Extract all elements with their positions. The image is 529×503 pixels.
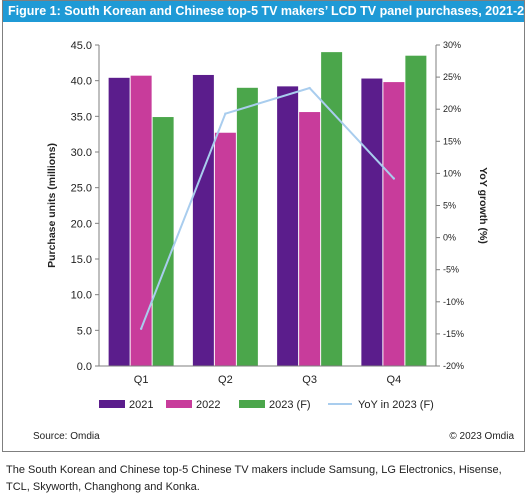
x-tick-label: Q2	[218, 374, 233, 386]
y-tick-label: 0.0	[77, 361, 92, 373]
bar-2021-q3	[277, 86, 299, 366]
figure-title: Figure 1: South Korean and Chinese top-5…	[3, 1, 524, 22]
yoy-point-q2	[224, 112, 227, 115]
y2-tick-label: 15%	[443, 136, 461, 146]
legend-label: YoY in 2023 (F)	[358, 399, 434, 411]
y2-tick-label: -15%	[443, 329, 464, 339]
yoy-point-q1	[139, 327, 143, 330]
legend-label: 2023 (F)	[269, 399, 311, 411]
y2-tick-label: -20%	[443, 361, 464, 371]
y2-tick-label: 0%	[443, 233, 456, 243]
legend-label: 2021	[129, 399, 153, 411]
figure-panel: Figure 1: South Korean and Chinese top-5…	[2, 0, 525, 452]
y2-tick-label: 20%	[443, 104, 461, 114]
source-note: Source: Omdia	[33, 431, 100, 442]
y2-tick-label: 25%	[443, 72, 461, 82]
copyright-note: © 2023 Omdia	[449, 431, 514, 442]
x-tick-label: Q1	[134, 374, 149, 386]
y2-tick-label: -10%	[443, 297, 464, 307]
y2-tick-label: 5%	[443, 201, 456, 211]
yoy-line	[140, 86, 395, 330]
y-tick-label: 5.0	[77, 325, 92, 337]
x-tick-label: Q3	[302, 374, 317, 386]
bar-2022-q4	[383, 82, 405, 367]
y-axis-title: Purchase units (millions)	[46, 143, 58, 268]
y-tick-label: 20.0	[71, 218, 92, 230]
footnote: The South Korean and Chinese top-5 Chine…	[6, 464, 502, 493]
bar-2021-q4	[361, 78, 383, 366]
legend-swatch	[166, 400, 192, 408]
legend-label: 2022	[196, 399, 220, 411]
y-tick-label: 25.0	[71, 183, 92, 195]
bar-2022-q1	[130, 75, 152, 366]
y2-axis-title: YoY growth (%)	[477, 167, 489, 244]
y-tick-label: 35.0	[71, 111, 92, 123]
chart: 0.0 5.0 10.0 15.0 20.0 25.0 30.0 35.0 40.0 45.0 -2…	[46, 40, 489, 411]
bar-2023-f--q1	[152, 117, 174, 367]
y-tick-label: 45.0	[71, 40, 92, 52]
y-tick-label: 30.0	[71, 147, 92, 159]
y2-tick-label: 10%	[443, 168, 461, 178]
x-tick-label: Q4	[387, 374, 402, 386]
bar-2023-f--q4	[405, 55, 427, 366]
bar-2022-q2	[214, 132, 236, 366]
bar-2023-f--q2	[236, 87, 258, 367]
yoy-point-q3	[308, 86, 311, 90]
y2-tick-label: -5%	[443, 265, 459, 275]
bar-2021-q1	[108, 77, 130, 367]
bar-2022-q3	[299, 112, 321, 366]
y2-tick-label: 30%	[443, 40, 461, 50]
y-tick-label: 15.0	[71, 254, 92, 266]
bar-2021-q2	[192, 74, 214, 367]
bar-2023-f--q3	[321, 52, 343, 366]
yoy-point-q4	[392, 177, 396, 180]
y-tick-label: 10.0	[71, 290, 92, 302]
legend-swatch	[239, 400, 265, 408]
legend-swatch	[99, 400, 125, 408]
y-tick-label: 40.0	[71, 76, 92, 88]
